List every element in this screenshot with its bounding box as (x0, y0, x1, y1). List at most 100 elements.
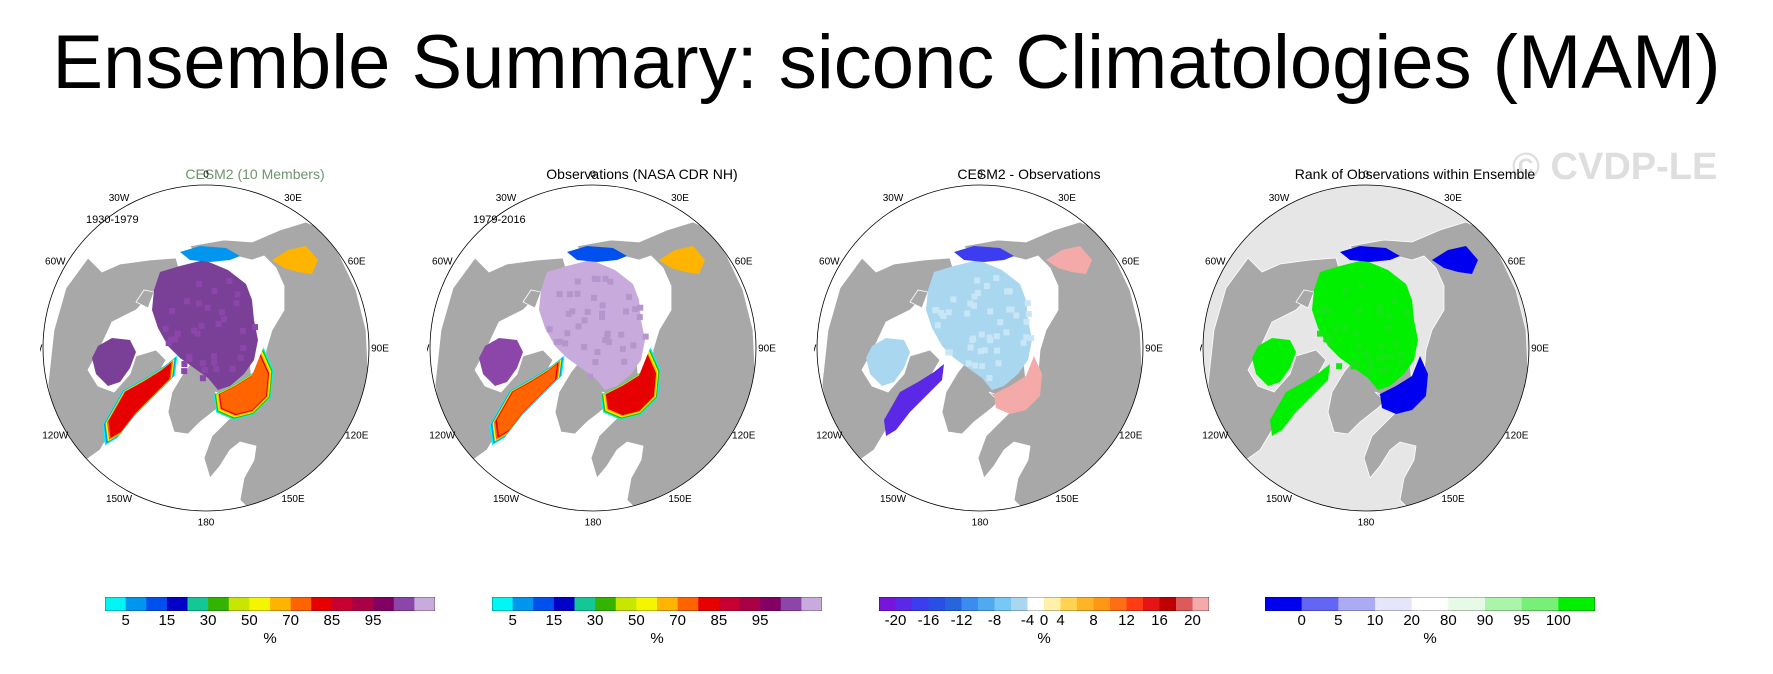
grid-cell (1392, 341, 1399, 348)
grid-cell (1341, 325, 1348, 332)
colorbar-swatch (801, 597, 822, 611)
ice-bering (567, 246, 627, 262)
grid-cell (1350, 358, 1357, 365)
colorbar-swatch (105, 597, 126, 611)
panel-observations-climatology: Observations (NASA CDR NH) 180 150E 120E 90… (427, 160, 857, 660)
grid-cell (642, 333, 649, 340)
colorbar-tick-label: 50 (628, 612, 645, 629)
lon-label-0: 0 (977, 170, 983, 181)
lon-label-90W: 90W (427, 344, 430, 355)
lon-label-120E: 120E (1505, 431, 1529, 442)
lon-label-150W: 150W (880, 494, 907, 505)
colorbar-swatch (1338, 597, 1376, 611)
grid-cell (584, 308, 591, 315)
grid-cell (581, 317, 588, 324)
grid-cell (165, 340, 172, 347)
colorbar-tick-label: 85 (323, 612, 341, 629)
grid-cell (220, 316, 227, 323)
colorbar-swatch (895, 597, 913, 611)
grid-cell (1025, 311, 1032, 317)
colorbar-swatch (739, 597, 761, 611)
grid-cell (556, 291, 563, 298)
lon-label-0: 0 (1363, 170, 1369, 181)
grid-cell (564, 330, 571, 337)
grid-cell (970, 335, 977, 342)
colorbar-tick-label: -4 (1020, 612, 1035, 629)
colorbar-swatch (945, 597, 962, 611)
grid-cell (619, 345, 626, 352)
lon-label-90W: 90W (814, 344, 817, 355)
colorbar-swatch (1143, 597, 1160, 611)
colorbar-swatch (1192, 597, 1209, 611)
grid-cell (945, 309, 952, 316)
grid-cell (591, 275, 598, 282)
ice-hudson (1252, 338, 1296, 386)
ice-barents (1380, 356, 1428, 414)
colorbar-swatch (879, 597, 896, 611)
colorbar-tick-label: 12 (1118, 612, 1135, 629)
grid-cell (194, 330, 201, 337)
ice-baffin (497, 364, 557, 436)
colorbar-swatch (978, 597, 995, 611)
grid-cell (626, 293, 632, 300)
colorbar-ticks: -20 -16 -12 -8 -4 0 4 8 12 16 20 (879, 612, 1209, 630)
colorbar (1265, 597, 1595, 611)
watermark: © CVDP-LE (1512, 146, 1718, 188)
lon-label-60W: 60W (432, 257, 453, 268)
grid-cell (630, 342, 637, 349)
grid-cell (1377, 368, 1384, 375)
map-boundary (816, 184, 1144, 512)
grid-cell (1386, 312, 1393, 319)
grid-cell (546, 326, 553, 333)
grid-cell (1325, 334, 1332, 341)
lon-label-90W: 90W (1200, 344, 1203, 355)
grid-cell (934, 322, 941, 329)
grid-cell (1388, 353, 1395, 360)
colorbar-tick-label: 70 (282, 612, 299, 629)
grid-cell (196, 300, 203, 307)
colorbar-tick-label: 70 (669, 612, 686, 629)
grid-cell (1383, 353, 1390, 360)
grid-cell (971, 302, 977, 309)
lon-label-60E: 60E (735, 257, 753, 268)
grid-cell (971, 293, 978, 300)
colorbar-swatch (961, 597, 979, 611)
panel-title: Rank of Observations within Ensemble (1294, 166, 1536, 182)
colorbar-swatch (352, 597, 374, 611)
lon-label-60E: 60E (1122, 257, 1140, 268)
colorbar-tick-label: 4 (1056, 612, 1065, 629)
colorbar-swatch (994, 597, 1012, 611)
lon-label-90E: 90E (1531, 344, 1549, 355)
ice-arctic (152, 260, 258, 390)
grid-cell (204, 304, 211, 311)
colorbar-tick-label: 15 (545, 612, 563, 629)
lon-label-30E: 30E (671, 193, 689, 204)
ice-okhotsk (1046, 246, 1092, 274)
colorbar-tick-label: -12 (950, 612, 973, 629)
grid-cell (1350, 363, 1357, 370)
lon-label-150E: 150E (281, 494, 305, 505)
grid-cell (964, 310, 971, 317)
grid-cell (1404, 310, 1411, 317)
colorbar-swatch (574, 597, 596, 611)
colorbar-swatch (553, 597, 575, 611)
grid-cell (967, 344, 974, 351)
grid-cell (940, 313, 947, 319)
page-title: Ensemble Summary: siconc Climatologies (… (52, 20, 1721, 105)
colorbar-ticks: 5 15 30 50 70 85 95 (105, 612, 435, 630)
grid-cell (252, 324, 258, 331)
grid-cell (977, 348, 984, 355)
polar-map: 180 150E 120E 90E 60E 30E 0 30W 60W 90W 120W 150W (814, 170, 1163, 529)
colorbar-swatch (1411, 597, 1449, 611)
grid-cell (554, 339, 560, 345)
lon-label-90W: 90W (40, 344, 43, 355)
lon-label-60E: 60E (1508, 257, 1526, 268)
grid-cell (602, 337, 609, 344)
colorbar-swatch (780, 597, 802, 611)
grid-cell (240, 344, 247, 351)
grid-cell (198, 322, 205, 329)
grid-cell (191, 327, 198, 334)
colorbar-swatch (290, 597, 312, 611)
ice-barents (607, 356, 655, 414)
lon-label-90E: 90E (758, 344, 776, 355)
